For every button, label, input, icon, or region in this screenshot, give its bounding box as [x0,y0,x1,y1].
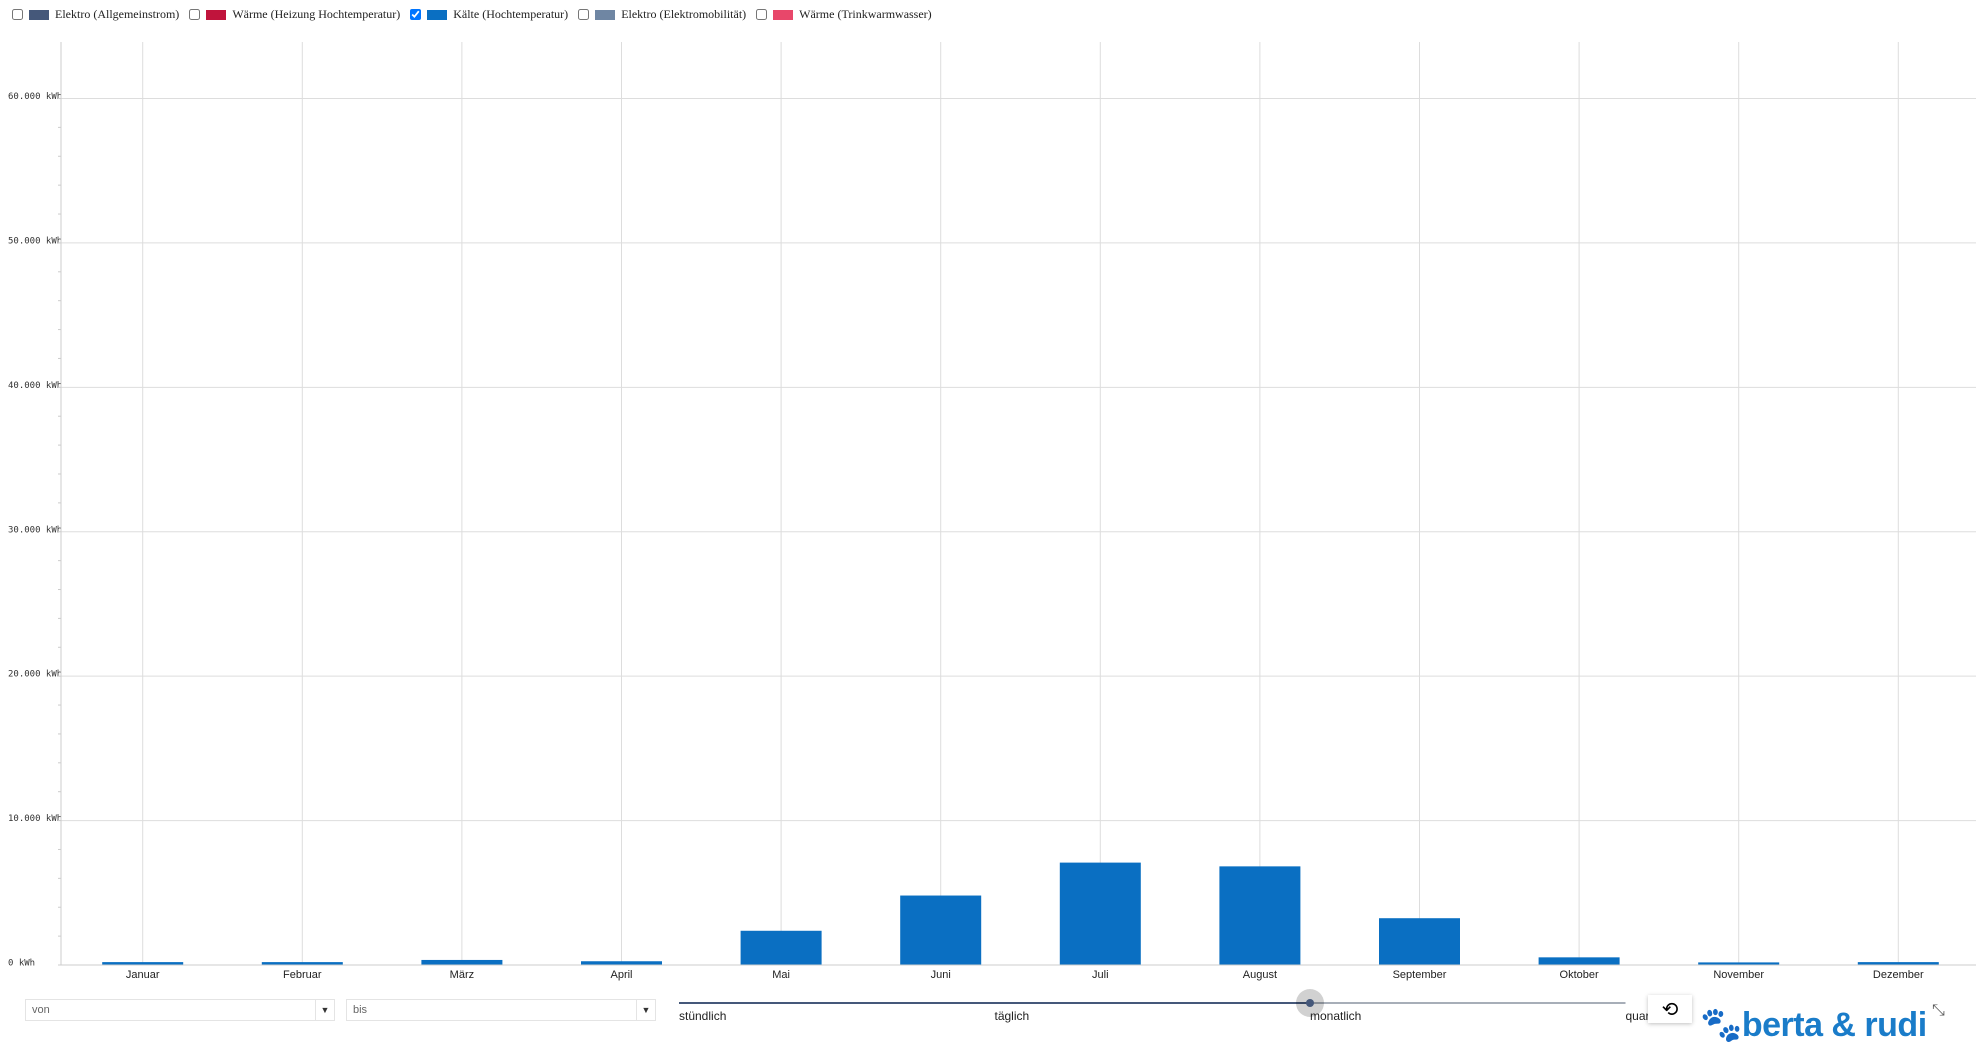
legend-item: Wärme (Heizung Hochtemperatur) [185,7,400,22]
y-tick-label: 0 kWh [8,959,35,969]
x-tick-label: September [1393,969,1447,981]
from-label: von [32,1004,50,1016]
bar [421,959,503,965]
x-tick-label: Dezember [1873,969,1924,981]
bar [581,961,662,965]
collapse-icon[interactable]: ⤡ [1932,1000,1945,1019]
chart: 0 kWh 10.000 kWh 20.000 kWh 30.000 kWh 40.00… [8,42,1976,981]
legend-checkbox[interactable] [756,9,768,20]
legend-label: Wärme (Heizung Hochtemperatur) [232,7,401,21]
x-tick-label: März [450,969,474,981]
x-tick-label: Juni [931,969,951,981]
x-tick-label: November [1713,969,1764,981]
slider-label: quar [1625,1009,1650,1023]
slider-label: monatlich [1310,1009,1362,1023]
y-tick-label: 60.000 kWh [8,92,62,102]
legend-item: Elektro (Allgemeinstrom) [8,7,179,22]
legend-label: Elektro (Allgemeinstrom) [55,7,180,21]
slider-label: täglich [994,1009,1030,1023]
bar [1538,957,1620,965]
legend-checkbox[interactable] [12,9,23,20]
bar [740,930,822,965]
bar [1219,866,1301,965]
bar [1698,962,1780,965]
legend-swatch [206,9,227,20]
legend-item: Wärme (Trinkwarmwasser) [752,7,932,22]
slider-label: stündlich [679,1009,727,1023]
bar [1059,862,1141,965]
legend-checkbox[interactable] [189,9,201,20]
logo-text: berta & rudi [1741,1006,1927,1044]
reset-button[interactable]: ⟲ [1648,995,1692,1023]
logo: 🐾berta & rudi [1700,1005,1927,1045]
legend-swatch [29,9,49,20]
bar [900,895,982,965]
legend-item: Kälte (Hochtemperatur) [406,7,568,22]
slider-knob [1306,999,1314,1007]
dropdown-arrow: ▼ [315,1000,334,1020]
x-tick-label: April [610,969,632,981]
legend-swatch [427,9,448,20]
paw-icon: 🐾 [1700,1006,1742,1044]
bar [102,962,184,965]
x-tick-label: Januar [126,969,160,981]
resolution-slider[interactable] [670,988,1670,1018]
y-tick-label: 50.000 kWh [8,236,62,246]
x-tick-label: Oktober [1560,969,1599,981]
legend-checkbox[interactable] [578,9,590,20]
bar [261,962,343,965]
x-tick-label: August [1243,969,1277,981]
to-label: bis [353,1004,368,1016]
x-tick-label: Mai [772,969,790,981]
y-tick-label: 10.000 kWh [8,814,62,824]
from-select[interactable]: von ▼ [25,999,335,1021]
x-tick-label: Februar [283,969,322,981]
to-select[interactable]: bis ▼ [346,999,656,1021]
y-tick-label: 30.000 kWh [8,525,62,535]
bar [1379,918,1460,965]
x-tick-label: Juli [1092,969,1109,981]
legend-checkbox[interactable] [410,9,422,20]
y-tick-label: 20.000 kWh [8,670,62,680]
legend: Elektro (Allgemeinstrom) Wärme (Heizung H… [8,7,938,22]
legend-label: Kälte (Hochtemperatur) [453,7,569,21]
legend-item: Elektro (Elektromobilität) [574,7,746,22]
legend-label: Elektro (Elektromobilität) [621,7,747,21]
y-tick-label: 40.000 kWh [8,381,62,391]
legend-swatch [595,9,616,20]
dropdown-arrow: ▼ [636,1000,655,1020]
bar [1857,962,1939,965]
legend-swatch [773,9,794,20]
legend-label: Wärme (Trinkwarmwasser) [799,7,932,21]
